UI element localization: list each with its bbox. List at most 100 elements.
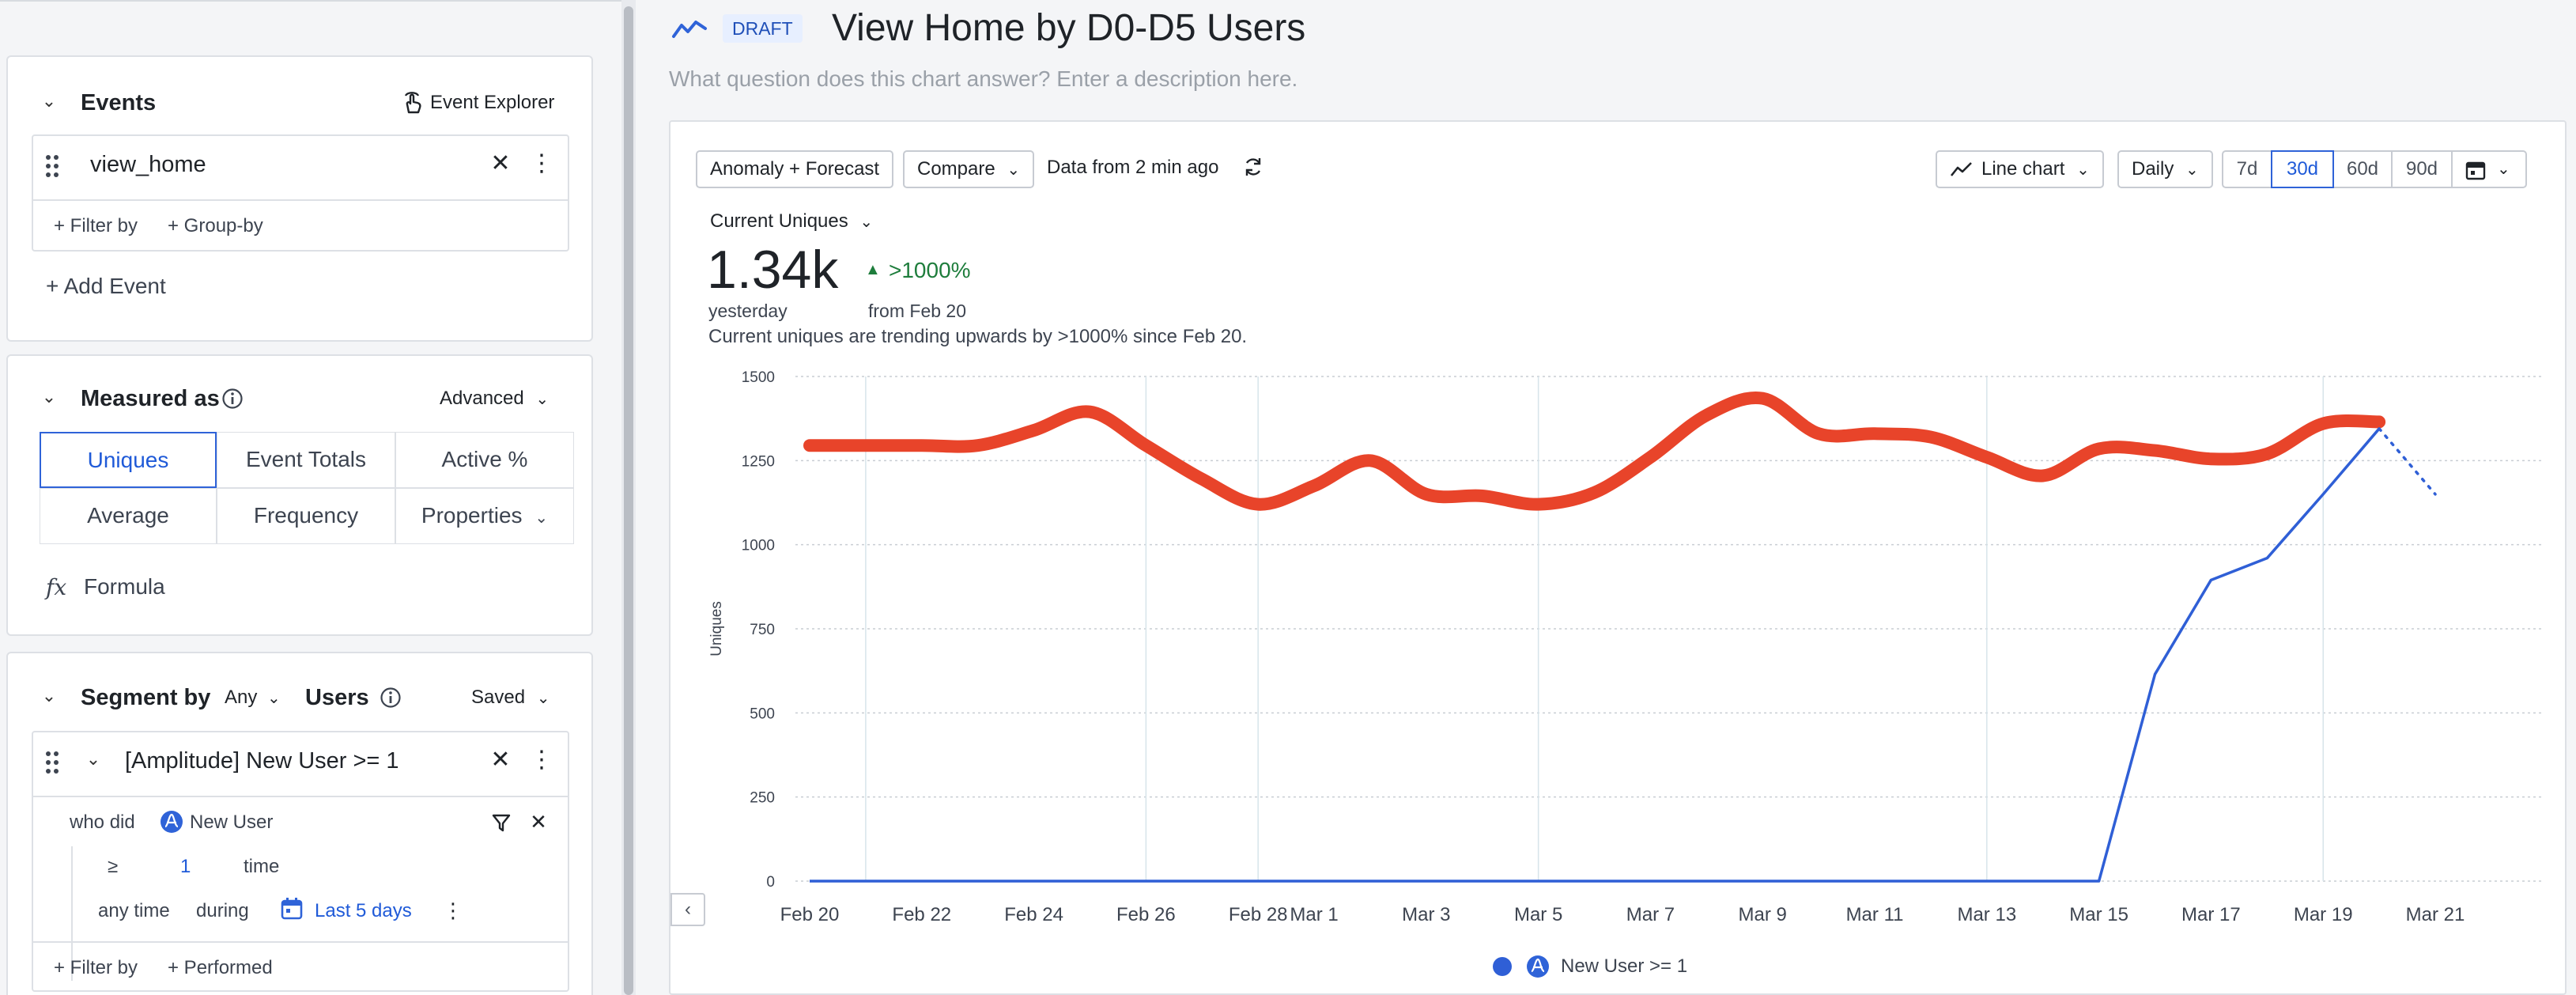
events-section-title: Events <box>81 90 157 115</box>
y-tick-label: 0 <box>766 874 775 891</box>
saved-segments-dropdown[interactable]: Saved ⌄ <box>471 687 550 709</box>
calendar-icon[interactable] <box>280 897 304 921</box>
anomaly-forecast-button[interactable]: Anomaly + Forecast <box>696 150 894 188</box>
range-7d-button[interactable]: 7d <box>2222 150 2272 188</box>
x-tick-label: Feb 20 <box>780 904 840 925</box>
range-30d-button[interactable]: 30d <box>2271 150 2334 188</box>
measure-option-active-pct[interactable]: Active % <box>395 432 574 488</box>
chevron-down-icon: ⌄ <box>2185 161 2199 179</box>
filter-funnel-icon[interactable] <box>490 812 512 834</box>
x-tick-label: Feb 26 <box>1116 904 1176 925</box>
x-tick-label: Mar 13 <box>1957 904 2016 925</box>
x-tick-label: Mar 1 <box>1290 904 1338 925</box>
custom-date-picker-button[interactable]: ⌄ <box>2451 150 2527 188</box>
series-line <box>810 427 2381 883</box>
data-freshness-label: Data from 2 min ago <box>1047 157 1219 178</box>
refresh-icon[interactable] <box>1241 155 1265 179</box>
who-did-label: who did <box>70 812 135 833</box>
chart-description-input[interactable]: What question does this chart answer? En… <box>669 66 1298 91</box>
event-row: view_home ✕ ⋮ + Filter by + Group-by <box>32 134 569 252</box>
drag-handle-icon[interactable] <box>46 751 60 775</box>
legend-series-dot[interactable] <box>1493 957 1512 976</box>
amplitude-logo-icon <box>161 811 183 833</box>
metric-period: yesterday <box>708 301 788 321</box>
events-card: ⌄ Events Event Explorer view_home ✕ ⋮ + … <box>6 55 593 342</box>
condition-indent-line <box>71 846 73 981</box>
line-chart: 0 250 500 750 1000 1250 1500 Uniques Feb 20 Feb 2… <box>708 369 2544 925</box>
count-input[interactable]: 1 <box>180 856 191 877</box>
measure-option-event-totals[interactable]: Event Totals <box>217 432 395 488</box>
event-name[interactable]: view_home <box>90 152 206 177</box>
range-90d-button[interactable]: 90d <box>2391 150 2453 188</box>
metric-change: >1000% <box>889 258 971 282</box>
chevron-down-icon: ⌄ <box>267 690 281 707</box>
series-projection <box>2378 427 2437 496</box>
remove-event-close-icon[interactable]: ✕ <box>490 150 511 176</box>
compare-dropdown[interactable]: Compare ⌄ <box>903 150 1035 188</box>
amplitude-logo-icon <box>1527 955 1549 978</box>
info-icon[interactable] <box>221 388 244 410</box>
any-time-dropdown[interactable]: any time <box>98 900 170 921</box>
x-tick-label: Mar 7 <box>1626 904 1675 925</box>
compare-label: Compare <box>917 158 995 180</box>
range-more-options-icon[interactable]: ⋮ <box>443 899 463 922</box>
measure-options-grid: Uniques Event Totals Active % Average Fr… <box>40 432 574 544</box>
advanced-label: Advanced <box>440 388 524 409</box>
event-more-options-icon[interactable]: ⋮ <box>530 150 553 176</box>
remove-segment-close-icon[interactable]: ✕ <box>490 747 511 773</box>
x-tick-label: Feb 22 <box>892 904 951 925</box>
segment-by-card: ⌄ Segment by Any ⌄ Users Saved ⌄ ⌄ [Ampl… <box>6 652 593 995</box>
segment-more-options-icon[interactable]: ⋮ <box>530 747 553 773</box>
draft-status-badge: DRAFT <box>723 14 803 43</box>
chevron-down-icon: ⌄ <box>2497 161 2510 178</box>
measure-option-properties-label: Properties <box>421 503 523 528</box>
measure-option-uniques[interactable]: Uniques <box>40 432 217 488</box>
x-tick-label: Mar 19 <box>2294 904 2353 925</box>
drag-handle-icon[interactable] <box>46 155 60 179</box>
chart-title[interactable]: View Home by D0-D5 Users <box>832 7 1306 49</box>
collapse-events-chevron-icon[interactable]: ⌄ <box>41 91 57 111</box>
during-label: during <box>196 900 249 921</box>
calendar-icon <box>2465 161 2486 180</box>
collapse-measured-chevron-icon[interactable]: ⌄ <box>41 387 57 407</box>
segment-name[interactable]: [Amplitude] New User >= 1 <box>125 748 399 774</box>
collapse-condition-chevron-icon[interactable]: ⌄ <box>85 749 101 769</box>
operator-gte[interactable]: ≥ <box>108 856 119 877</box>
panel-scrollbar[interactable] <box>621 0 636 995</box>
measured-as-title: Measured as <box>81 386 220 411</box>
chevron-down-icon: ⌄ <box>536 690 550 707</box>
chart-scroll-left-button[interactable]: ‹ <box>670 893 705 926</box>
x-tick-label: Mar 21 <box>2406 904 2465 925</box>
segment-filter-by-button[interactable]: + Filter by <box>54 957 138 978</box>
performed-button[interactable]: + Performed <box>168 957 273 978</box>
collapse-segment-chevron-icon[interactable]: ⌄ <box>41 686 57 706</box>
scrollbar-thumb[interactable] <box>624 6 633 995</box>
x-tick-label: Mar 5 <box>1514 904 1562 925</box>
add-event-button[interactable]: + Add Event <box>46 274 166 298</box>
segment-by-title: Segment by <box>81 685 211 710</box>
line-chart-icon <box>672 21 707 38</box>
measure-option-frequency[interactable]: Frequency <box>217 488 395 544</box>
event-filter-by-button[interactable]: + Filter by <box>54 215 138 236</box>
date-range-button[interactable]: Last 5 days <box>315 900 412 921</box>
segment-condition-box: ⌄ [Amplitude] New User >= 1 ✕ ⋮ who did … <box>32 731 569 992</box>
chevron-down-icon: ⌄ <box>2076 161 2090 179</box>
segment-users-label: Users <box>305 685 369 710</box>
metric-selector-dropdown[interactable]: Current Uniques ⌄ <box>710 210 873 233</box>
advanced-dropdown[interactable]: Advanced ⌄ <box>440 388 549 410</box>
interval-dropdown[interactable]: Daily ⌄ <box>2117 150 2213 188</box>
interval-label: Daily <box>2132 158 2174 180</box>
time-label: time <box>244 856 280 877</box>
line-chart-icon <box>1950 162 1972 176</box>
segment-any-dropdown[interactable]: Any ⌄ <box>225 687 281 709</box>
remove-condition-close-icon[interactable]: ✕ <box>530 810 547 834</box>
formula-button[interactable]: Formula <box>84 574 165 599</box>
chart-type-dropdown[interactable]: Line chart ⌄ <box>1936 150 2104 188</box>
y-tick-label: 250 <box>750 790 775 807</box>
event-group-by-button[interactable]: + Group-by <box>168 215 263 236</box>
measure-option-properties[interactable]: Properties ⌄ <box>395 488 574 544</box>
measure-option-average[interactable]: Average <box>40 488 217 544</box>
x-tick-label: Mar 11 <box>1846 904 1904 925</box>
segment-event-name[interactable]: New User <box>190 812 274 833</box>
info-icon[interactable] <box>380 687 402 709</box>
